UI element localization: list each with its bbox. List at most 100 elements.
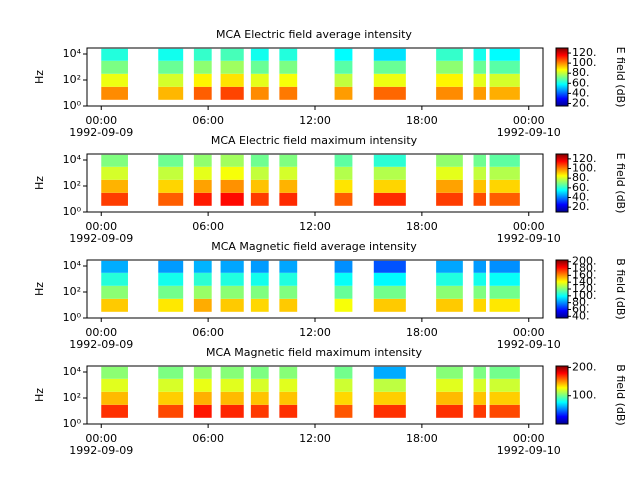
spectrogram-cell <box>279 179 298 193</box>
y-tick-label: 10² <box>63 285 81 298</box>
x-tick-label: 18:00 <box>406 220 438 233</box>
spectrogram-cell <box>101 166 128 180</box>
x-tick-label: 18:00 <box>406 114 438 127</box>
spectrogram-cell <box>193 260 212 273</box>
colorbar-tick-label: 80. <box>572 296 590 309</box>
spectrogram-cell <box>193 73 212 87</box>
x-tick-label: 06:00 <box>192 326 224 339</box>
spectrogram-cell <box>334 404 353 418</box>
spectrogram-cell <box>279 192 298 206</box>
colorbar-tick-label: 20. <box>572 200 590 213</box>
spectrogram-cell <box>373 192 406 206</box>
spectrogram-cell <box>158 298 184 312</box>
spectrogram-cell <box>334 378 353 392</box>
y-tick-label: 10⁴ <box>63 47 82 60</box>
x-tick-label: 12:00 <box>299 114 331 127</box>
spectrogram-cell <box>220 154 244 167</box>
colorbar-tick-label: 60. <box>572 181 590 194</box>
y-tick-label: 10⁰ <box>63 417 82 430</box>
spectrogram-cell <box>473 272 486 286</box>
spectrogram-cell <box>250 86 269 100</box>
colorbar-tick-label: 100. <box>572 56 597 69</box>
spectrogram-cell <box>334 73 353 87</box>
y-axis-label: Hz <box>33 176 46 190</box>
x-tick-label: 00:00 <box>85 326 117 339</box>
spectrogram-cell <box>220 391 244 405</box>
spectrogram-cell <box>193 86 212 100</box>
spectrogram-cell <box>334 192 353 206</box>
colorbar-tick-label: 120. <box>572 282 597 295</box>
spectrogram-cell <box>101 73 128 87</box>
spectrogram-cell <box>101 298 128 312</box>
spectrogram-cell <box>250 154 269 167</box>
spectrogram-cell <box>193 378 212 392</box>
spectrogram-cell <box>193 272 212 286</box>
spectrogram-cell <box>436 378 463 392</box>
spectrogram-cell <box>158 192 184 206</box>
spectrogram-cell <box>193 298 212 312</box>
y-axis-label: Hz <box>33 70 46 84</box>
spectrogram-cell <box>101 404 128 418</box>
spectrogram-cell <box>193 166 212 180</box>
spectrogram-cell <box>279 298 298 312</box>
y-tick-label: 10² <box>63 73 81 86</box>
y-axis-label: Hz <box>33 282 46 296</box>
spectrogram-cell <box>473 73 486 87</box>
spectrogram-cell <box>489 73 520 87</box>
colorbar <box>555 47 569 107</box>
colorbar-tick-label: 40. <box>572 86 590 99</box>
spectrogram-cell <box>220 366 244 379</box>
spectrogram-cell <box>489 285 520 299</box>
spectrogram-cell <box>334 285 353 299</box>
spectrogram-cell <box>334 298 353 312</box>
spectrogram-cell <box>334 366 353 379</box>
colorbar-tick-label: 120. <box>572 152 597 165</box>
spectrogram-cell <box>373 378 406 392</box>
spectrogram-cell <box>436 179 463 193</box>
spectrogram-cell <box>193 48 212 61</box>
spectrogram-cell <box>436 48 463 61</box>
colorbar-tick-label: 60. <box>572 76 590 89</box>
spectrogram-cell <box>436 60 463 74</box>
spectrogram-cell <box>489 192 520 206</box>
spectrogram-cell <box>279 73 298 87</box>
colorbar-tick-label: 80. <box>572 66 590 79</box>
spectrogram-cell <box>158 260 184 273</box>
spectrogram-cell <box>473 404 486 418</box>
y-tick-label: 10² <box>63 179 81 192</box>
spectrogram-cell <box>101 366 128 379</box>
spectrogram-cell <box>489 179 520 193</box>
spectrogram-cell <box>279 391 298 405</box>
spectrogram-cell <box>489 260 520 273</box>
spectrogram-cell <box>436 260 463 273</box>
spectrogram-cell <box>101 48 128 61</box>
date-label: 1992-09-09 <box>69 444 133 457</box>
spectrogram-cell <box>489 166 520 180</box>
spectrogram-cell <box>373 179 406 193</box>
spectrogram-cell <box>220 166 244 180</box>
colorbar-tick-label: 180. <box>572 262 597 275</box>
colorbar <box>555 365 569 425</box>
spectrogram-cell <box>373 272 406 286</box>
spectrogram-cell <box>373 60 406 74</box>
x-tick-label: 18:00 <box>406 326 438 339</box>
spectrogram-cell <box>489 86 520 100</box>
y-tick-label: 10² <box>63 391 81 404</box>
colorbar-tick-label: 100. <box>572 289 597 302</box>
x-tick-label: 00:00 <box>85 220 117 233</box>
spectrogram-cell <box>373 391 406 405</box>
spectrogram-cell <box>334 272 353 286</box>
y-axis-label: Hz <box>33 388 46 402</box>
spectrogram-cell <box>101 285 128 299</box>
spectrogram-cell <box>373 366 406 379</box>
y-tick-label: 10⁴ <box>63 259 82 272</box>
spectrogram-cell <box>489 366 520 379</box>
spectrogram-cell <box>193 60 212 74</box>
spectrogram-cell <box>250 378 269 392</box>
spectrogram-cell <box>193 154 212 167</box>
spectrogram-cell <box>193 391 212 405</box>
colorbar <box>555 153 569 213</box>
spectrogram-cell <box>436 73 463 87</box>
spectrogram-cell <box>436 272 463 286</box>
x-tick-label: 00:00 <box>513 220 545 233</box>
